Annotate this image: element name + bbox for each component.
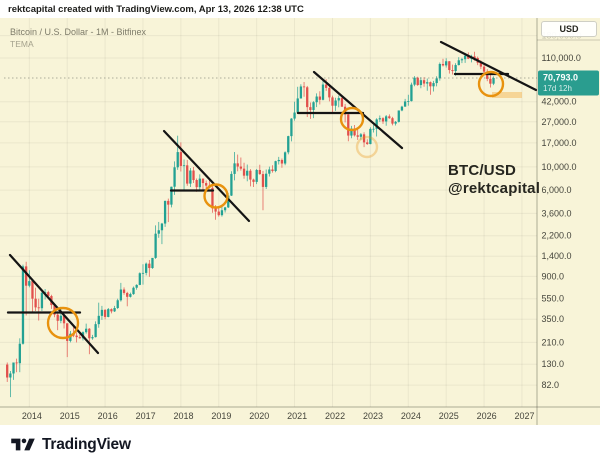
- price-tick-label: 27,000.0: [542, 117, 577, 127]
- price-tick-label: 550.0: [542, 294, 565, 304]
- last-price-value: 70,793.0: [543, 73, 578, 83]
- tradingview-logo-icon[interactable]: [11, 436, 35, 453]
- price-tick-label: 2,200.0: [542, 231, 572, 241]
- price-tick-label: 110,000.0: [542, 53, 581, 63]
- year-tick-label: 2021: [287, 411, 307, 421]
- year-tick-label: 2026: [477, 411, 497, 421]
- price-tick-label: 210.0: [542, 337, 565, 347]
- year-tick-label: 2024: [401, 411, 421, 421]
- attribution-text: rektcapital created with TradingView.com…: [8, 4, 304, 15]
- breakdown-circle-2026[interactable]: [477, 70, 505, 98]
- price-tick-label: 350.0: [542, 314, 565, 324]
- time-axis-labels[interactable]: 2014 2015 2016 2017 2018 2019 2020 2021 2022 2023…: [22, 411, 535, 421]
- year-tick-label: 2022: [325, 411, 345, 421]
- year-tick-label: 2019: [211, 411, 231, 421]
- downtrend-2014[interactable]: [8, 253, 100, 355]
- downtrend-2026[interactable]: [439, 40, 538, 92]
- breakdown-circle-2014[interactable]: [46, 306, 80, 340]
- year-tick-label: 2027: [515, 411, 535, 421]
- footer-bar: TradingView: [0, 425, 600, 464]
- tradingview-brand-text[interactable]: TradingView: [42, 435, 131, 453]
- highlight-zone[interactable]: [492, 92, 522, 98]
- price-tick-label: 17,000.0: [542, 138, 577, 148]
- year-tick-label: 2020: [249, 411, 269, 421]
- price-tick-label: 10,000.0: [542, 162, 577, 172]
- price-tick-label: 3,600.0: [542, 208, 572, 218]
- year-tick-label: 2023: [363, 411, 383, 421]
- year-tick-label: 2015: [60, 411, 80, 421]
- price-tick-label: 1,400.0: [542, 251, 572, 261]
- year-tick-label: 2018: [173, 411, 193, 421]
- breakdown-circle-2022[interactable]: [339, 106, 365, 132]
- chart-background: [0, 18, 600, 425]
- breakdown-circle-2018[interactable]: [203, 183, 229, 209]
- price-tick-label: 130.0: [542, 359, 565, 369]
- downtrend-2018[interactable]: [162, 129, 251, 223]
- attribution-bar: rektcapital created with TradingView.com…: [0, 0, 600, 18]
- price-tick-label: 82.0: [542, 380, 560, 390]
- year-tick-label: 2017: [136, 411, 156, 421]
- price-tick-label: 900.0: [542, 271, 565, 281]
- year-tick-label: 2014: [22, 411, 42, 421]
- bar-countdown: 17d 12h: [543, 84, 572, 93]
- currency-toggle-button[interactable]: USD: [541, 21, 597, 37]
- year-tick-label: 2025: [439, 411, 459, 421]
- faded-circle-2022-low[interactable]: [355, 135, 379, 159]
- price-tick-label: 6,000.0: [542, 185, 572, 195]
- year-tick-label: 2016: [98, 411, 118, 421]
- price-tick-label: 42,000.0: [542, 97, 577, 107]
